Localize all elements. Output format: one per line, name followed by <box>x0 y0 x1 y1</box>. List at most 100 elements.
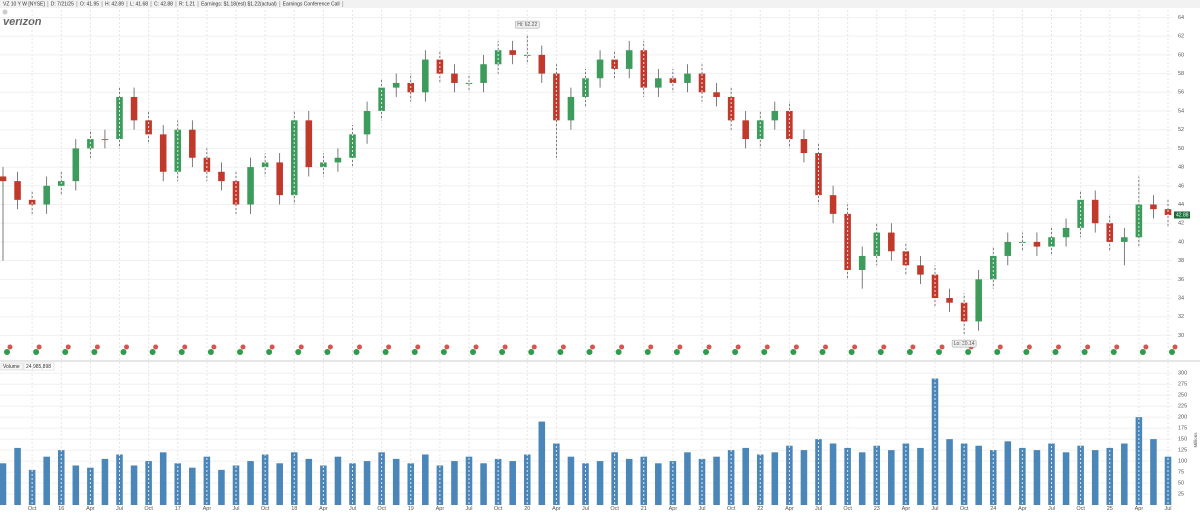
x-tick-label: Jul <box>465 506 472 512</box>
volume-bar <box>494 458 502 505</box>
x-tick-label: Apr <box>86 506 95 512</box>
volume-value: 24,985,898 <box>26 364 51 370</box>
x-tick-label: Jul <box>116 506 123 512</box>
x-tick-label: 20 <box>524 506 530 512</box>
header-item: H: 42.89 <box>105 1 124 7</box>
header-item: Earnings Conference Call <box>283 1 340 7</box>
header-item: L: 41.68 <box>130 1 148 7</box>
earnings-icon <box>327 344 333 350</box>
dividend-icon <box>965 349 972 355</box>
y-tick-label: 25 <box>1178 491 1184 497</box>
volume-bar <box>538 421 546 505</box>
dividend-icon <box>703 349 709 355</box>
dividend-icon <box>91 349 98 355</box>
volume-bar <box>276 463 283 505</box>
candle-body <box>14 181 21 200</box>
x-tick-label: 25 <box>1107 506 1113 512</box>
y-tick-label: 64 <box>1178 15 1184 21</box>
volume-bar <box>334 456 342 505</box>
dividend-icon <box>62 349 69 355</box>
dividend-icon <box>819 349 826 355</box>
candle-body <box>334 157 342 163</box>
earnings-icon <box>648 344 654 350</box>
earnings-icon <box>997 344 1003 350</box>
candle-body <box>684 73 691 83</box>
candle-body <box>888 232 895 252</box>
dividend-icon <box>1081 349 1088 355</box>
candle-body <box>247 167 254 205</box>
earnings-icon <box>386 344 392 350</box>
y-tick-label: 62 <box>1178 34 1184 40</box>
earnings-icon <box>1114 344 1120 350</box>
volume-bar <box>800 450 808 505</box>
earnings-icon <box>881 344 887 350</box>
x-tick-label: Jul <box>1164 506 1171 512</box>
earnings-icon <box>124 344 129 350</box>
earnings-icon <box>502 344 508 350</box>
dividend-icon <box>790 349 797 355</box>
earnings-icon <box>706 344 712 350</box>
volume-bar <box>829 443 837 505</box>
volume-bar <box>130 465 138 505</box>
x-tick-label: Oct <box>144 506 153 512</box>
x-tick-label: Apr <box>785 506 794 512</box>
x-tick-label: Oct <box>960 506 969 512</box>
candle-body <box>596 59 604 79</box>
y-tick-label: 275 <box>1178 382 1187 388</box>
candle-body <box>1062 227 1070 238</box>
earnings-icon <box>531 344 537 350</box>
x-tick-label: 19 <box>408 506 414 512</box>
dividend-icon <box>470 349 476 355</box>
y-tick-label: 100 <box>1178 459 1187 465</box>
volume-bar <box>480 463 487 505</box>
candle-body <box>858 255 866 270</box>
candle-body <box>727 96 735 121</box>
y-tick-label: 75 <box>1178 470 1184 476</box>
x-tick-label: Apr <box>669 506 678 512</box>
candle-body <box>611 59 618 69</box>
x-tick-label: Jul <box>232 506 239 512</box>
candle-body <box>742 120 749 140</box>
volume-bar <box>640 456 648 505</box>
volume-bar <box>189 467 196 505</box>
volume-bar <box>232 465 240 505</box>
candle-body <box>567 96 575 121</box>
x-tick-label: Oct <box>377 506 386 512</box>
header-item: D: 7/21/25 <box>51 1 74 7</box>
candle-body <box>320 162 327 168</box>
x-tick-label: Apr <box>436 506 445 512</box>
candle-body <box>392 82 400 88</box>
volume-bar <box>1019 447 1026 505</box>
volume-bar <box>159 452 167 505</box>
volume-bar <box>1004 441 1012 505</box>
volume-bar <box>363 461 371 505</box>
earnings-icon <box>590 344 595 350</box>
earnings-icon <box>1085 344 1091 350</box>
y-tick-label: 200 <box>1178 415 1187 421</box>
candle-body <box>480 64 487 83</box>
candle-body <box>1048 237 1055 247</box>
y-tick-label: 52 <box>1178 127 1184 133</box>
volume-bar <box>698 458 706 505</box>
earnings-icon <box>677 344 683 350</box>
x-tick-label: Apr <box>203 506 212 512</box>
earnings-icon <box>415 344 421 350</box>
volume-bar <box>1121 443 1128 505</box>
volume-value-box <box>23 362 55 371</box>
dividend-icon <box>936 349 942 355</box>
candle-body <box>451 73 458 83</box>
volume-bar <box>917 447 924 505</box>
candle-body <box>43 185 50 205</box>
volume-bar <box>509 461 516 505</box>
volume-bar <box>1164 456 1172 505</box>
dividend-icon <box>207 349 214 355</box>
volume-bar <box>888 450 895 505</box>
volume-bar <box>305 458 313 505</box>
x-tick-label: 18 <box>291 506 297 512</box>
volume-bar <box>0 463 7 505</box>
dividend-icon <box>1110 349 1117 355</box>
dividend-icon <box>644 349 651 355</box>
logo-icon <box>2 9 8 15</box>
earnings-icon <box>36 344 42 350</box>
